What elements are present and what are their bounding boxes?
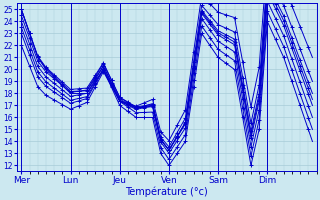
X-axis label: Température (°c): Température (°c) — [125, 186, 208, 197]
